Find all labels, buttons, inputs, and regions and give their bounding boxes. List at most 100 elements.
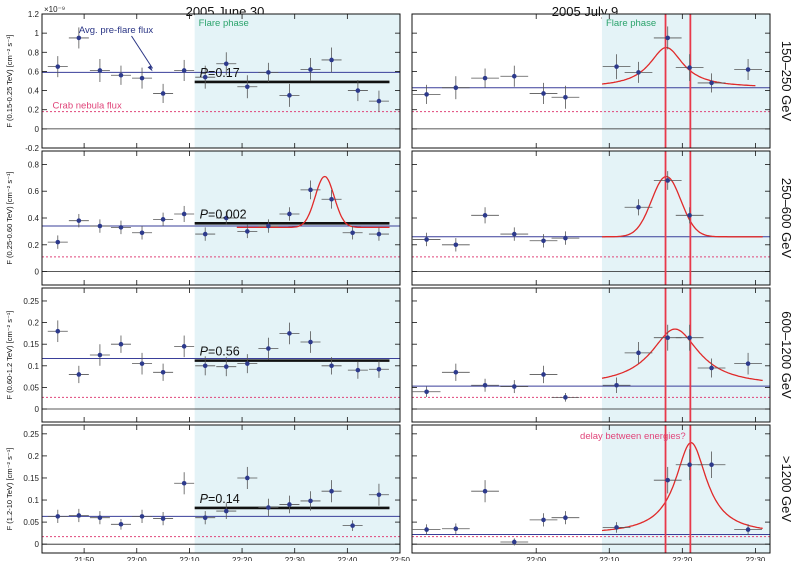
data-point [266,223,271,229]
data-point [424,92,429,97]
y-tick-label: 0 [35,268,40,277]
data-point [355,88,361,93]
data-point [160,91,166,96]
data-point [665,35,671,41]
flare-phase-label: Flare phase [606,18,656,29]
data-point [287,502,292,507]
y-tick-label: 0.8 [28,160,40,169]
data-point [350,230,355,236]
data-point [687,65,692,70]
y-axis-label: F (0.60-1.2 TeV) [cm⁻² s⁻¹] [5,310,14,399]
panel-r3-left: 0 0.05 0.1 0.15 0.2 0.25 P=0.14 [23,424,401,554]
data-point [55,64,61,69]
data-point [181,480,187,486]
energy-band-label: 150–250 GeV [779,41,791,122]
data-point [563,235,568,241]
flare-phase-shade [601,425,770,553]
y-tick-label: 0 [35,405,40,414]
data-point [709,80,714,86]
data-point [55,514,61,519]
p-value-label: P=0.56 [200,345,240,359]
p-symbol: P [200,66,209,80]
data-point [511,73,517,79]
p-symbol: P [200,345,209,359]
data-point [665,178,671,183]
data-point [266,346,271,351]
panel-frame [41,13,401,149]
data-point [97,223,103,229]
energy-band-label: 250–600 GeV [779,178,791,259]
data-point [329,196,334,202]
panel-r0-right: Flare phase [411,13,771,149]
data-point [453,242,459,248]
panel-r3-right: delay between energies? [411,424,771,554]
y-tick-label: 0.2 [28,106,40,115]
data-point [76,218,82,223]
data-point [745,361,751,366]
data-point [97,515,103,520]
data-point [181,344,187,349]
y-tick-label: 0.15 [23,474,39,483]
data-point [245,229,250,234]
x-tick-label: 22:20 [672,556,693,561]
preflare-label: Avg. pre-flare flux [79,25,154,36]
data-point [245,84,250,90]
data-point [139,75,145,81]
delay-label: delay between energies? [580,431,686,442]
data-point [350,523,355,528]
data-point [563,515,568,520]
data-point [636,204,641,210]
y-tick-label: 0.6 [28,187,40,196]
data-point [329,488,334,494]
x-tick-label: 21:50 [74,556,95,561]
y-tick-label: 0.2 [28,452,40,461]
data-point [424,389,429,395]
data-point [636,350,641,356]
data-point [376,98,382,104]
x-tick-label: 22:40 [337,556,358,561]
energy-band-label: 600–1200 GeV [779,311,791,399]
data-point [139,361,145,366]
data-point [181,68,187,73]
flare-fit-curve [601,328,763,382]
flare-phase-shade [194,288,400,422]
data-point [139,514,145,519]
exponent-label: ×10⁻⁹ [44,5,65,14]
data-point [453,526,459,532]
data-point [266,70,271,75]
data-point [223,61,229,67]
p-value-label: P=0.002 [200,207,247,221]
panel-frame [41,424,401,554]
x-tick-label: 22:00 [127,556,148,561]
data-point [118,522,124,527]
data-point [55,239,61,245]
data-point [202,231,208,237]
x-tick-label: 22:10 [179,556,200,561]
flare-fit-curve [236,175,390,229]
flare-phase-shade [601,288,770,422]
y-axis-label: F (0.15-0.25 TeV) [cm⁻² s⁻¹] [5,34,14,127]
data-point [355,367,361,373]
data-point [482,213,488,218]
p-value-label: P=0.17 [200,66,240,80]
col-title-right: 2005 July 9 [552,4,619,19]
data-point [202,363,208,369]
data-point [614,525,619,530]
x-tick-label: 22:30 [745,556,766,561]
data-point [614,64,619,69]
flare-phase-label: Flare phase [199,18,249,29]
data-point [482,488,488,494]
data-point [453,369,459,375]
y-tick-label: 0.6 [28,67,40,76]
data-point [563,395,568,400]
p-value: =0.14 [208,492,240,506]
x-tick-label: 22:10 [599,556,620,561]
data-point [687,213,692,218]
data-point [482,75,488,81]
data-point [118,72,124,78]
data-point [266,505,271,510]
data-point [665,335,671,341]
data-point [709,462,714,468]
panel-r2-left: 0 0.05 0.1 0.15 0.2 0.25 P=0.56 [23,287,401,423]
